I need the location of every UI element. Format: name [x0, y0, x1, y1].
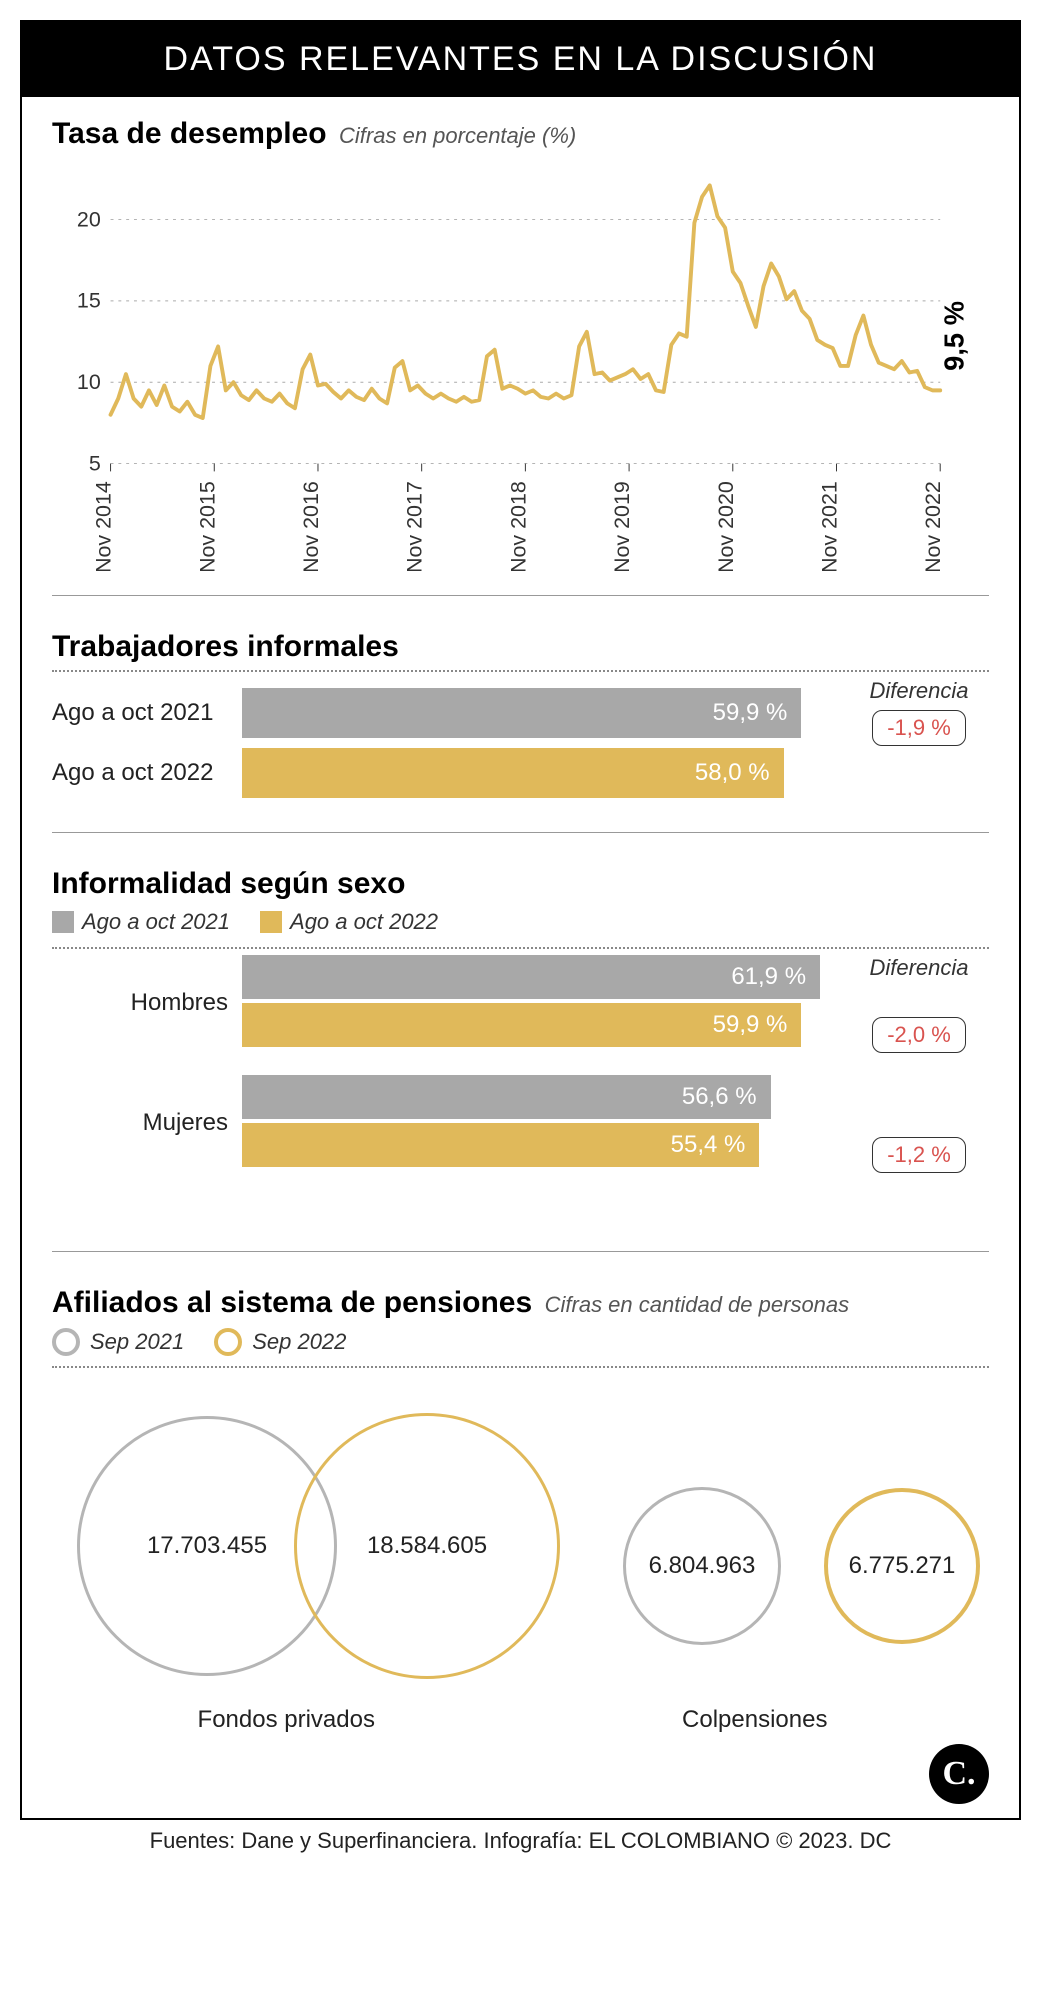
unemployment-title: Tasa de desempleo [52, 117, 327, 150]
main-title: DATOS RELEVANTES EN LA DISCUSIÓN [22, 22, 1019, 97]
informal-bars: Ago a oct 2021 59,9 % Ago a oct 2022 58,… [52, 678, 849, 808]
circle-legend-item: Sep 2022 [214, 1328, 346, 1356]
footer-row: C. [22, 1744, 1019, 1818]
dotted-1 [52, 670, 989, 672]
hbar-track: 59,9 % [242, 1003, 849, 1047]
circle-legend-label: Sep 2022 [252, 1329, 346, 1355]
circle-legend-item: Sep 2021 [52, 1328, 184, 1356]
diff-box-wrap: -2,0 % [849, 987, 989, 1083]
legend-item: Ago a oct 2022 [260, 909, 438, 935]
bysex-group-row: Hombres61,9 %59,9 % [52, 955, 849, 1051]
x-tick-label: Nov 2022 [921, 481, 945, 571]
hbar-track: 61,9 % [242, 955, 849, 999]
hbar-label: Ago a oct 2021 [52, 699, 242, 727]
bars-column: 61,9 %59,9 % [242, 955, 849, 1051]
pension-circle: 18.584.605 [294, 1413, 560, 1679]
pensions-legend: Sep 2021 Sep 2022 [52, 1328, 989, 1356]
y-tick-label: 15 [77, 289, 101, 313]
hbar-fill: 56,6 % [242, 1075, 771, 1119]
sources-text: Fuentes: Dane y Superfinanciera. Infogra… [20, 1828, 1021, 1854]
bysex-title: Informalidad según sexo [52, 867, 405, 900]
dotted-3 [52, 1366, 989, 1368]
circle-legend-swatch [52, 1328, 80, 1356]
end-value-label: 9,5 % [939, 301, 970, 371]
dotted-2 [52, 947, 989, 949]
category-label: Mujeres [52, 1075, 242, 1171]
pensions-title: Afiliados al sistema de pensiones [52, 1286, 532, 1319]
x-tick-label: Nov 2017 [403, 481, 427, 571]
line-chart-svg: 5 10 15 20 Nov 2014 Nov 2015 Nov 2016 Nov 2017 N… [52, 161, 989, 571]
diff-value: -1,2 % [872, 1137, 966, 1173]
circle-legend-swatch [214, 1328, 242, 1356]
x-tick-label: Nov 2019 [610, 481, 634, 571]
y-tick-label: 5 [89, 451, 101, 475]
hbar-fill: 61,9 % [242, 955, 820, 999]
bysex-group-row: Mujeres56,6 %55,4 % [52, 1075, 849, 1171]
x-tick-label: Nov 2016 [299, 481, 323, 571]
legend-label: Ago a oct 2022 [290, 909, 438, 935]
hbar-fill: 59,9 % [242, 688, 801, 738]
hbar-track: 59,9 % [242, 688, 849, 738]
x-tick-label: Nov 2018 [506, 481, 530, 571]
hbar-track: 56,6 % [242, 1075, 849, 1119]
y-tick-label: 10 [77, 370, 101, 394]
hbar-track: 58,0 % [242, 748, 849, 798]
bysex-diffs: Diferencia -2,0 % -1,2 % [849, 955, 989, 1227]
legend-swatch [52, 911, 74, 933]
category-label: Hombres [52, 955, 242, 1051]
x-tick-label: Nov 2021 [817, 481, 841, 571]
x-tick-label: Nov 2020 [714, 481, 738, 571]
infographic-container: DATOS RELEVANTES EN LA DISCUSIÓN Tasa de… [20, 20, 1021, 1820]
unemployment-subtitle: Cifras en porcentaje (%) [339, 123, 576, 148]
circles-wrap: 17.703.45518.584.6056.804.9636.775.271 [52, 1376, 989, 1716]
bysex-groups: Hombres61,9 %59,9 %Mujeres56,6 %55,4 % [52, 955, 849, 1227]
hbar-fill: 59,9 % [242, 1003, 801, 1047]
hbar-label: Ago a oct 2022 [52, 759, 242, 787]
logo-icon: C. [929, 1744, 989, 1804]
x-tick-label: Nov 2014 [92, 481, 116, 571]
unemployment-line [111, 185, 941, 418]
hbar-fill: 58,0 % [242, 748, 784, 798]
unemployment-section: Tasa de desempleo Cifras en porcentaje (… [22, 97, 1019, 581]
diff-label-2: Diferencia [849, 955, 989, 981]
informal-bar-row: Ago a oct 2022 58,0 % [52, 748, 849, 798]
hbar-fill: 55,4 % [242, 1123, 759, 1167]
x-tick-label: Nov 2015 [195, 481, 219, 571]
pensions-section: Afiliados al sistema de pensiones Cifras… [22, 1266, 1019, 1744]
diff-value: -2,0 % [872, 1017, 966, 1053]
bysex-section: Informalidad según sexo Ago a oct 2021Ag… [22, 847, 1019, 1237]
divider-3 [52, 1251, 989, 1252]
informal-diff-col: Diferencia -1,9 % [849, 678, 989, 808]
hbar-track: 55,4 % [242, 1123, 849, 1167]
y-tick-label: 20 [77, 207, 101, 231]
legend-label: Ago a oct 2021 [82, 909, 230, 935]
divider-1 [52, 595, 989, 596]
informal-title: Trabajadores informales [52, 630, 399, 663]
legend-swatch [260, 911, 282, 933]
pension-circle: 6.775.271 [824, 1488, 980, 1644]
informal-bar-row: Ago a oct 2021 59,9 % [52, 688, 849, 738]
informal-diff-value: -1,9 % [872, 710, 966, 746]
bysex-legend: Ago a oct 2021 Ago a oct 2022 [52, 909, 989, 935]
line-chart: 5 10 15 20 Nov 2014 Nov 2015 Nov 2016 Nov 2017 N… [52, 161, 989, 571]
informal-section: Trabajadores informales Ago a oct 2021 5… [22, 610, 1019, 818]
pension-circle: 6.804.963 [623, 1487, 781, 1645]
circle-legend-label: Sep 2021 [90, 1329, 184, 1355]
diff-box-wrap: -1,2 % [849, 1107, 989, 1203]
pensions-subtitle: Cifras en cantidad de personas [545, 1292, 850, 1317]
divider-2 [52, 832, 989, 833]
legend-item: Ago a oct 2021 [52, 909, 230, 935]
bars-column: 56,6 %55,4 % [242, 1075, 849, 1171]
diff-label-1: Diferencia [849, 678, 989, 704]
